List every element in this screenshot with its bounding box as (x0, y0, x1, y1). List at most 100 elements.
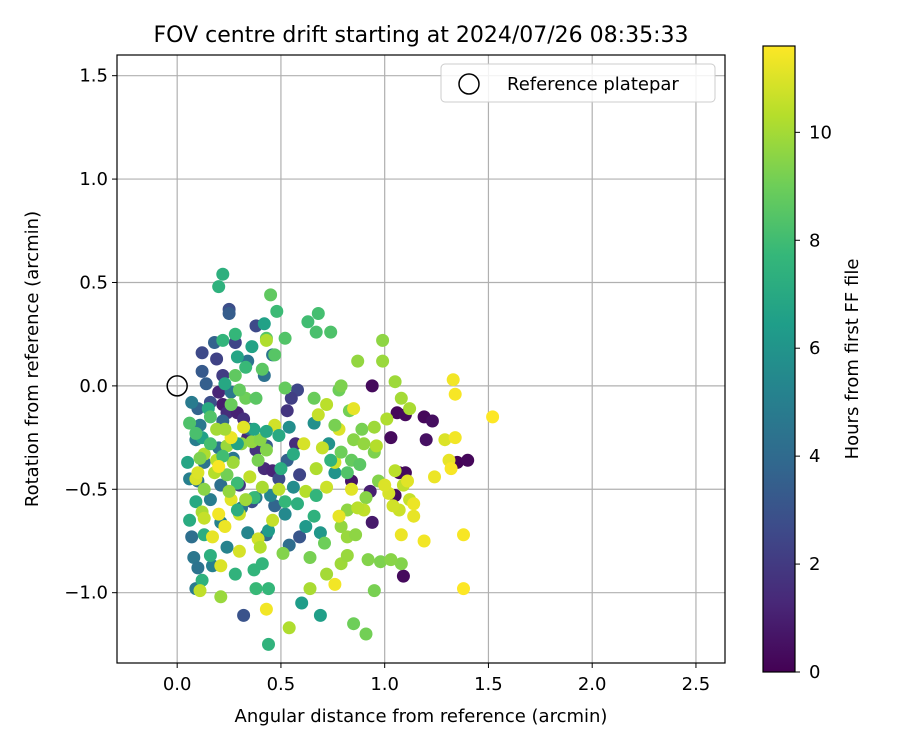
scatter-point (384, 553, 398, 567)
scatter-point (278, 507, 292, 521)
x-tick-label: 1.5 (474, 674, 503, 695)
scatter-point (315, 441, 329, 455)
scatter-point (253, 540, 267, 554)
x-tick-label: 1.0 (370, 674, 399, 695)
scatter-point (210, 352, 224, 366)
scatter-point (299, 484, 313, 498)
scatter-point (376, 354, 390, 368)
scatter-point (486, 410, 500, 424)
scatter-point (282, 621, 296, 635)
scatter-point (320, 398, 334, 411)
scatter-point (264, 288, 278, 302)
scatter-point (324, 325, 338, 339)
scatter-point (218, 520, 232, 533)
scatter-point (448, 431, 462, 445)
scatter-point (237, 420, 251, 434)
scatter-point (195, 346, 209, 360)
scatter-point (195, 573, 209, 587)
scatter-point (365, 379, 379, 393)
x-tick-label: 0.5 (267, 674, 296, 695)
scatter-point (203, 437, 217, 451)
scatter-point (241, 526, 255, 540)
scatter-point (457, 582, 470, 596)
scatter-point (291, 497, 304, 511)
colorbar-tick-label: 4 (809, 446, 820, 467)
scatter-point (307, 391, 321, 405)
scatter-point (334, 445, 348, 459)
scatter-point (313, 608, 327, 622)
scatter-point (249, 582, 263, 596)
scatter-point (419, 433, 433, 447)
scatter-point (324, 453, 338, 467)
scatter-point (320, 480, 334, 494)
scatter-point (249, 391, 263, 405)
scatter-point (334, 379, 348, 393)
scatter-point (272, 482, 286, 496)
scatter-point (394, 391, 408, 405)
scatter-point (394, 528, 408, 542)
colorbar-tick-label: 2 (809, 554, 820, 575)
scatter-point (278, 495, 292, 509)
scatter-point (257, 317, 271, 331)
scatter-point (293, 468, 307, 482)
scatter-point (359, 627, 373, 641)
scatter-point (380, 412, 394, 426)
scatter-point (347, 433, 361, 447)
scatter-point (396, 569, 410, 583)
scatter-point (239, 493, 253, 507)
y-tick-label: 0.5 (79, 272, 108, 293)
colorbar-gradient (762, 45, 796, 673)
y-tick-label: 1.5 (79, 66, 108, 87)
scatter-point (237, 608, 251, 622)
scatter-point (220, 540, 234, 554)
scatter-point (311, 408, 325, 422)
scatter-point (216, 267, 230, 281)
scatter-point (251, 453, 265, 467)
scatter-point (230, 476, 244, 490)
scatter-point (206, 530, 219, 544)
scatter-point (228, 369, 242, 382)
scatter-point (378, 478, 392, 492)
scatter-point (181, 455, 195, 469)
scatter-point (259, 443, 273, 457)
scatter-point (284, 391, 298, 405)
scatter-point (255, 557, 269, 571)
scatter-point (259, 333, 273, 347)
scatter-point (332, 509, 346, 523)
scatter-point (189, 426, 203, 440)
scatter-point (222, 307, 236, 320)
scatter-point (303, 551, 317, 564)
scatter-point (457, 528, 470, 542)
scatter-point (239, 360, 253, 374)
scatter-point (218, 422, 232, 436)
scatter-point (245, 340, 259, 354)
scatter-point (185, 395, 199, 409)
scatter-point (367, 584, 381, 598)
scatter-point (247, 422, 261, 436)
scatter-point (191, 466, 205, 480)
scatter-point (386, 499, 400, 513)
scatter-point (195, 364, 209, 378)
scatter-point (230, 350, 244, 364)
y-tick-label: 0.0 (79, 376, 108, 397)
colorbar-label: Hours from first FF file (842, 259, 863, 460)
scatter-point (228, 327, 242, 341)
scatter-point (278, 331, 292, 345)
legend-box (440, 63, 716, 103)
y-tick-label: −0.5 (64, 479, 108, 500)
scatter-point (266, 513, 280, 527)
scatter-point (295, 596, 309, 610)
scatter-point (303, 582, 317, 596)
scatter-point (334, 520, 348, 533)
scatter-point (286, 480, 300, 494)
y-tick-label: 1.0 (79, 169, 108, 190)
colorbar: 0 2 4 6 8 10 Hours from first FF file (762, 45, 863, 683)
scatter-point (345, 482, 358, 496)
scatter-point (347, 402, 361, 416)
scatter-point (311, 307, 325, 320)
y-axis-ticks: −1.0 −0.5 0.0 0.5 1.0 1.5 (64, 66, 117, 604)
colorbar-ticks: 0 2 4 6 8 10 (795, 122, 832, 683)
legend: Reference platepar (440, 63, 716, 103)
scatter-point (212, 280, 226, 294)
scatter-point (347, 617, 361, 631)
